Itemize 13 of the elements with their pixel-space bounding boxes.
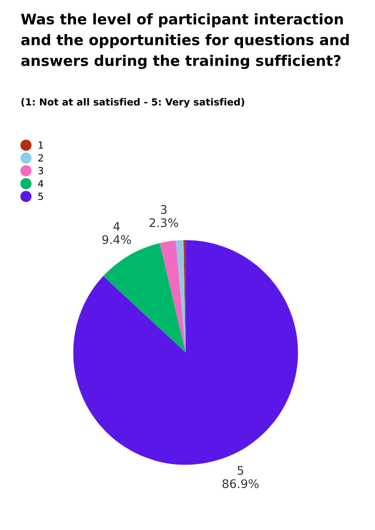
data-label: 2.3%: [150, 218, 178, 228]
chart-subtitle: (1: Not at all satisfied - 5: Very satisfied): [21, 98, 244, 108]
data-label: 9.4%: [102, 235, 131, 244]
slice-label: 4: [113, 222, 120, 231]
data-label: 86.9%: [222, 479, 259, 488]
legend-label: 2: [38, 154, 43, 162]
legend-label: 3: [38, 167, 44, 174]
slice-label: 5: [238, 466, 244, 475]
chart-title: Was the level of participant interaction and the opportunities for questions and answers during the training sufficient?: [21, 13, 349, 70]
legend-label: 5: [38, 192, 43, 200]
legend-label: 1: [38, 142, 43, 149]
legend-label: 4: [38, 180, 44, 188]
slice-label: 3: [160, 205, 167, 214]
